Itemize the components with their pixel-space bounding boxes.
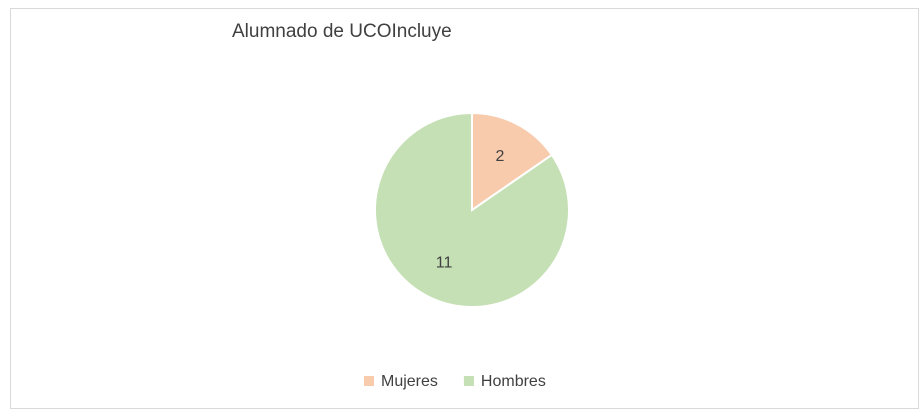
legend-label: Mujeres bbox=[381, 373, 438, 390]
pie-slice bbox=[471, 111, 554, 212]
pie-slice bbox=[374, 111, 570, 308]
chart-title: Alumnado de UCOIncluye bbox=[232, 21, 452, 42]
legend-swatch bbox=[463, 376, 474, 386]
data-label: 2 bbox=[495, 148, 504, 165]
legend-swatch bbox=[364, 376, 374, 386]
data-label: 11 bbox=[436, 254, 453, 271]
legend-label: Hombres bbox=[481, 373, 546, 390]
